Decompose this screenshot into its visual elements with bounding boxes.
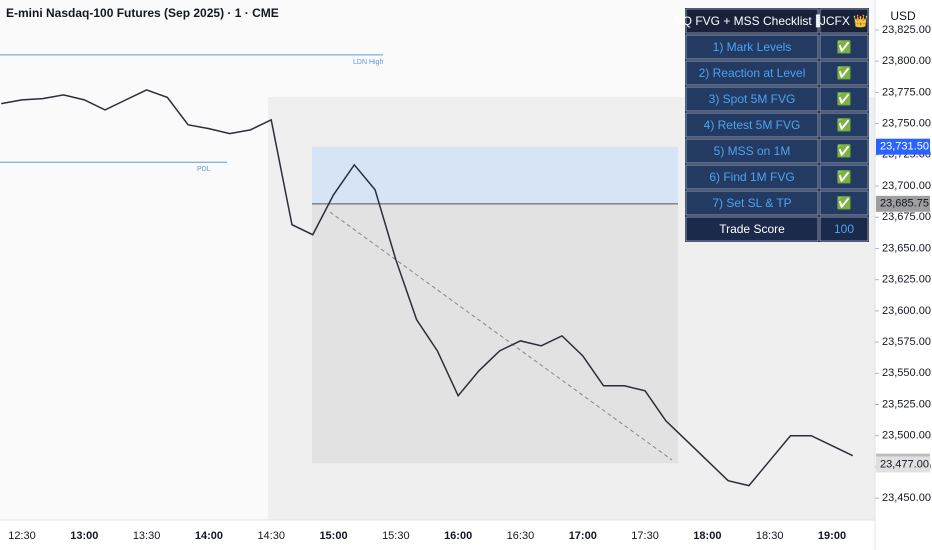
price-label: 23,685.75: [880, 198, 929, 210]
y-tick-label: 23,500.00: [882, 430, 931, 442]
x-tick-label: 17:30: [631, 530, 659, 542]
table-cell: [685, 8, 819, 34]
x-tick-label: 13:00: [70, 530, 98, 542]
y-tick-label: 23,675.00: [882, 211, 931, 223]
table-cell-text: 6) Find 1M FVG: [709, 170, 794, 184]
table-cell-text: 2) Reaction at Level: [699, 66, 806, 80]
plot: 23,450.0023,475.0023,500.0023,525.0023,5…: [0, 24, 931, 542]
y-tick-label: 23,525.00: [882, 398, 931, 410]
table-cell-text: ✅: [837, 196, 852, 210]
table-cell: [819, 60, 869, 86]
x-tick-label: 17:00: [569, 530, 597, 542]
price-line: [1, 89, 854, 487]
x-tick-label: 12:30: [8, 530, 36, 542]
y-tick-label: 23,750.00: [882, 118, 931, 130]
price-label-box: [876, 138, 930, 155]
table-cell: [685, 34, 819, 60]
table-cell-text: 3) Spot 5M FVG: [709, 92, 796, 106]
x-tick-label: 14:00: [195, 530, 223, 542]
price-label-box: [876, 456, 930, 473]
y-tick-label: 23,575.00: [882, 336, 931, 348]
table-cell-text: Trade Score: [719, 222, 785, 236]
table-cell: [819, 8, 869, 34]
currency-label: USD: [890, 9, 916, 23]
zone: [312, 146, 678, 204]
table-cell-text: ✅: [837, 118, 852, 132]
y-tick-label: 23,775.00: [882, 86, 931, 98]
table-cell: [819, 138, 869, 164]
y-tick-label: 23,450.00: [882, 492, 931, 504]
y-tick-label: 23,600.00: [882, 305, 931, 317]
x-tick-label: 18:30: [756, 530, 784, 542]
x-tick-label: 13:30: [133, 530, 161, 542]
price-label: 23,477.00: [880, 458, 929, 470]
table-cell-text: ✅: [837, 66, 852, 80]
table-cell-text: 1) Mark Levels: [713, 40, 792, 54]
table-cell-text: ✅: [837, 40, 852, 54]
level-label: LDN High: [353, 59, 383, 66]
x-tick-label: 16:00: [444, 530, 472, 542]
y-tick-label: 23,700.00: [882, 180, 931, 192]
table-cell: [685, 138, 819, 164]
trend-line: [329, 211, 673, 461]
table-cell: [819, 34, 869, 60]
table-cell-text: NQ FVG + MSS Checklist 📝: [674, 14, 830, 28]
price-label: 23,731.50: [880, 141, 929, 153]
y-tick-label: 23,550.00: [882, 367, 931, 379]
table-cell: [819, 216, 869, 242]
y-tick-label: 23,625.00: [882, 274, 931, 286]
x-tick-label: 16:30: [507, 530, 535, 542]
table-cell: [819, 112, 869, 138]
table-cell: [685, 112, 819, 138]
table-cell: [819, 164, 869, 190]
table-cell: [685, 216, 819, 242]
checklist-table: NQ FVG + MSS Checklist 📝JCFX 👑 1) Mark Le…: [674, 8, 869, 242]
table-cell-text: 5) MSS on 1M: [714, 144, 791, 158]
table-cell-text: ✅: [837, 144, 852, 158]
price-label-box: [876, 195, 930, 212]
table-cell-text: 4) Retest 5M FVG: [704, 118, 801, 132]
table-cell: [819, 86, 869, 112]
x-tick-label: 15:00: [319, 530, 347, 542]
table-cell-text: ✅: [837, 92, 852, 106]
x-tick-label: 15:30: [382, 530, 410, 542]
x-tick-label: 19:00: [818, 530, 846, 542]
y-tick-label: 23,825.00: [882, 24, 931, 36]
table-cell: [685, 190, 819, 216]
table-cell-text: JCFX 👑: [820, 14, 868, 28]
zone: [312, 203, 678, 464]
x-tick-label: 14:30: [257, 530, 285, 542]
table-cell: [685, 86, 819, 112]
chart-title: E-mini Nasdaq-100 Futures (Sep 2025) · 1…: [6, 6, 279, 20]
table-cell: [819, 190, 869, 216]
y-tick-label: 23,800.00: [882, 55, 931, 67]
table-cell: [685, 60, 819, 86]
table-cell-text: 100: [834, 222, 854, 236]
table-cell: [685, 164, 819, 190]
table-cell-text: 7) Set SL & TP: [712, 196, 791, 210]
x-tick-label: 18:00: [693, 530, 721, 542]
y-tick-label: 23,650.00: [882, 242, 931, 254]
level-label: PDL: [197, 166, 211, 173]
table-cell-text: ✅: [837, 170, 852, 184]
